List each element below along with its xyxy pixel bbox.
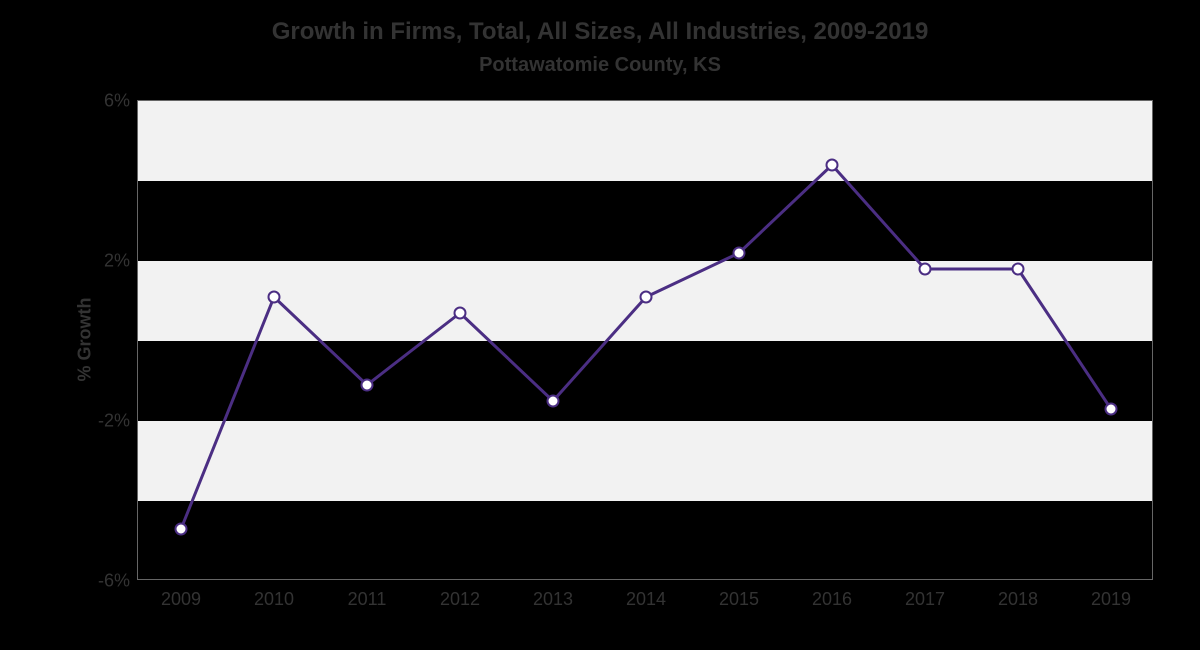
x-tick-label: 2016 — [812, 589, 852, 610]
data-point — [1013, 264, 1024, 275]
x-tick-label: 2013 — [533, 589, 573, 610]
data-point — [920, 264, 931, 275]
x-tick-label: 2010 — [254, 589, 294, 610]
y-tick-label: 6% — [104, 91, 130, 112]
y-tick-label: -6% — [98, 571, 130, 592]
x-tick-label: 2018 — [998, 589, 1038, 610]
plot-area: -6%-2%2%6% 20092010201120122013201420152… — [137, 100, 1153, 580]
x-tick-label: 2014 — [626, 589, 666, 610]
chart-subtitle: Pottawatomie County, KS — [0, 54, 1200, 77]
x-tick-label: 2017 — [905, 589, 945, 610]
x-tick-label: 2011 — [348, 589, 387, 610]
y-tick-label: 2% — [104, 251, 130, 272]
chart-title: Growth in Firms, Total, All Sizes, All I… — [0, 18, 1200, 46]
data-point — [1106, 404, 1117, 415]
data-point — [362, 380, 373, 391]
x-tick-label: 2009 — [161, 589, 201, 610]
data-point — [176, 524, 187, 535]
data-point — [455, 308, 466, 319]
x-tick-label: 2019 — [1091, 589, 1131, 610]
x-tick-label: 2015 — [719, 589, 759, 610]
data-point — [548, 396, 559, 407]
x-tick-label: 2012 — [440, 589, 480, 610]
data-point — [734, 248, 745, 259]
y-axis-label: % Growth — [75, 298, 96, 382]
data-point — [641, 292, 652, 303]
series-line — [181, 165, 1111, 529]
data-point — [827, 160, 838, 171]
data-point — [269, 292, 280, 303]
line-series — [138, 101, 1154, 581]
chart-container: Growth in Firms, Total, All Sizes, All I… — [0, 0, 1200, 650]
y-tick-label: -2% — [98, 411, 130, 432]
